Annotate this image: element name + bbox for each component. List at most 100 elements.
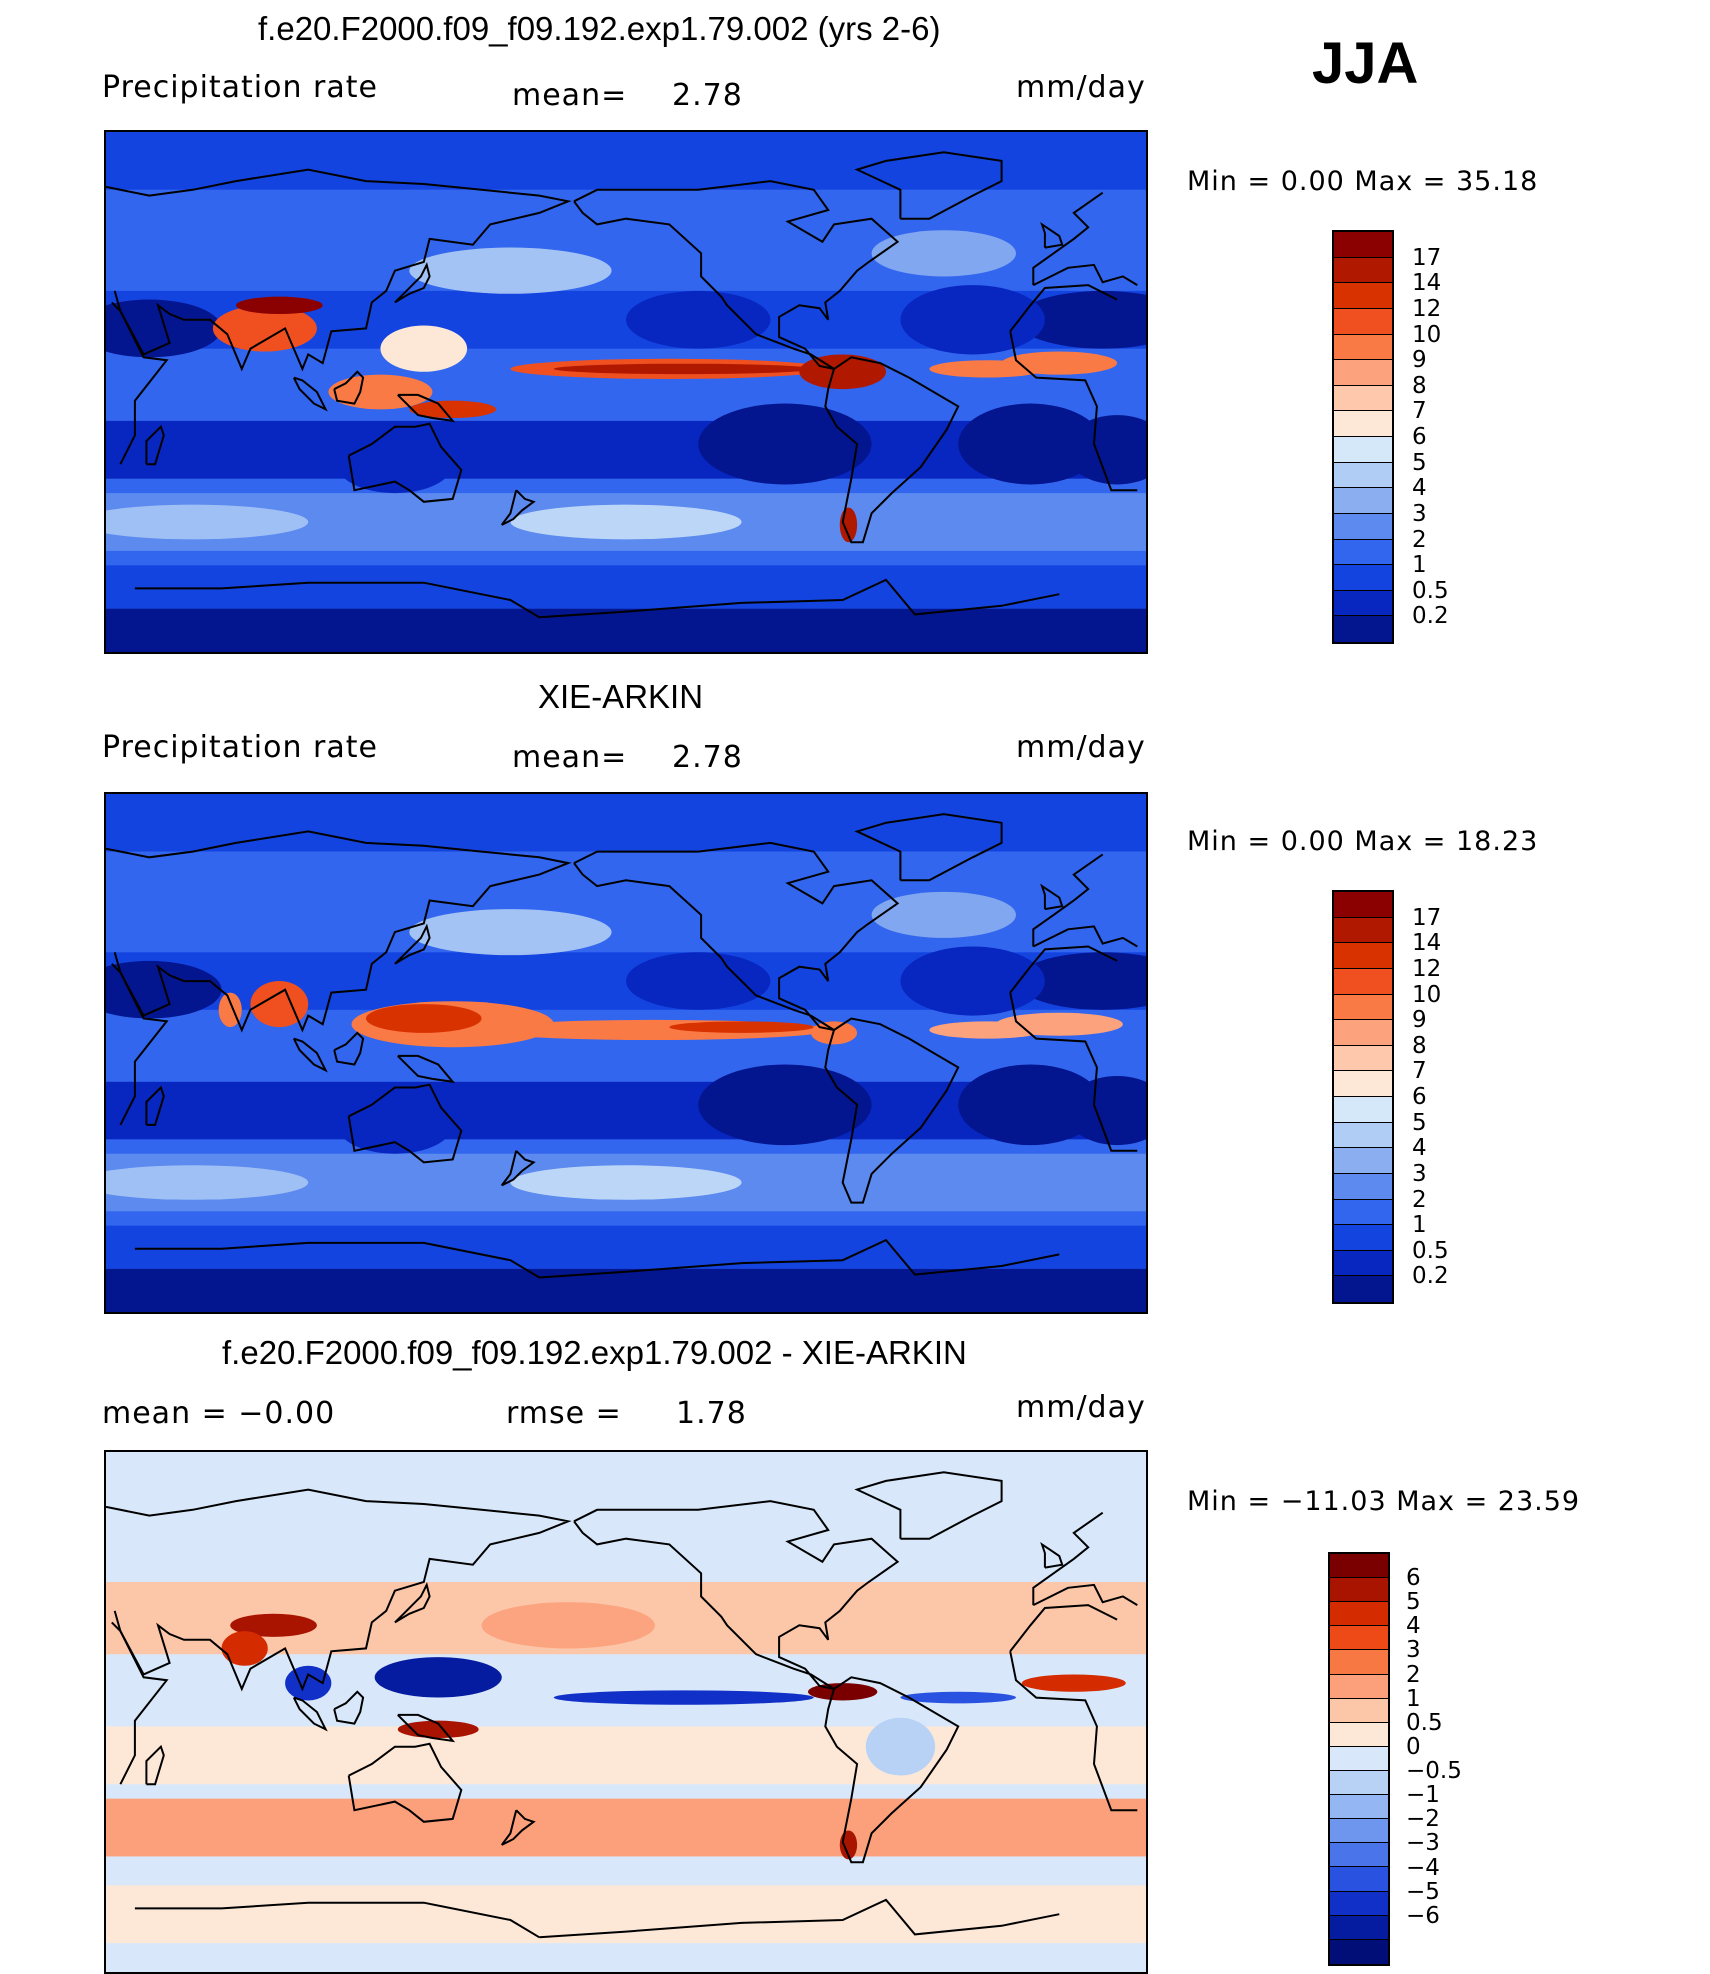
colorbar-tick-label: 0.2 — [1412, 603, 1449, 630]
sahara-dry — [1016, 290, 1146, 349]
coastline-north-america — [573, 1500, 900, 1690]
coastline-new-guinea — [397, 1054, 456, 1084]
philippine-sea-max — [366, 1004, 482, 1033]
colorbar-box — [1334, 917, 1392, 944]
australia-dry — [337, 435, 453, 494]
panel1-units-label: mm/day — [1016, 70, 1146, 105]
panel2-minmax: Min = 0.00 Max = 18.23 — [1187, 826, 1539, 857]
n-atlantic-dry — [900, 285, 1045, 355]
india-positive — [221, 1631, 268, 1666]
s-atlantic-dry — [958, 403, 1103, 485]
colorbar-tick-label: −6 — [1406, 1902, 1440, 1929]
colorbar-tick-label: −5 — [1406, 1878, 1440, 1905]
southern-ocean-band — [106, 565, 1146, 609]
panel1-map-canvas — [106, 132, 1146, 652]
colorbar-box — [1334, 1199, 1392, 1226]
bay-of-bengal-negative — [285, 1665, 332, 1701]
colorbar-box — [1334, 590, 1392, 617]
coastline-uk — [1040, 883, 1064, 911]
coastline-uk — [1040, 221, 1064, 249]
colorbar-box — [1330, 1867, 1388, 1892]
panel3-rmse-label: rmse = — [506, 1396, 622, 1431]
colorbar-tick-label: −4 — [1406, 1854, 1440, 1881]
panel2-map — [104, 792, 1148, 1314]
west-pacific-light — [380, 325, 468, 372]
s-africa-dry — [1065, 415, 1146, 485]
coastline-antarctica — [134, 578, 1060, 619]
coastline-europe-asia — [106, 1488, 1138, 1692]
s-atlantic-dry — [958, 1064, 1103, 1146]
s-indian-storm-track — [106, 504, 309, 540]
colorbar-box — [1334, 411, 1392, 437]
colorbar-tick-label: 4 — [1412, 475, 1427, 502]
colorbar-box — [1330, 1674, 1388, 1699]
colorbar-tick-label: 17 — [1412, 904, 1442, 931]
colorbar-tick-label: −2 — [1406, 1806, 1440, 1833]
colorbar-tick-label: −3 — [1406, 1830, 1440, 1857]
coastline-australia — [347, 1742, 463, 1823]
panel3-units-label: mm/day — [1016, 1390, 1146, 1425]
coastline-japan — [394, 262, 431, 304]
colorbar-box — [1330, 1746, 1388, 1771]
colorbar-box — [1334, 1045, 1392, 1072]
colorbar-box — [1334, 283, 1392, 309]
panel1-mean-value: 2.78 — [672, 78, 743, 113]
west-africa-monsoon — [1001, 351, 1118, 375]
panel3-mean-label: mean = −0.00 — [102, 1396, 336, 1431]
coastline-antarctica — [134, 1238, 1060, 1279]
colorbar-box — [1334, 1122, 1392, 1149]
ne-pacific-dry — [626, 290, 771, 349]
s-pacific-storm-track — [510, 504, 742, 540]
colorbar-box — [1334, 1020, 1392, 1046]
panel2-title: XIE-ARKIN — [538, 678, 704, 715]
colorbar-tick-label: 1 — [1412, 1212, 1427, 1239]
colorbar-box — [1334, 462, 1392, 489]
colorbar-box — [1334, 1148, 1392, 1174]
coastline-new-zealand — [500, 1150, 536, 1187]
colorbar-box — [1330, 1843, 1388, 1868]
panel2-map-canvas — [106, 794, 1146, 1312]
panel1-colorbar — [1332, 230, 1394, 644]
panel3-rmse-value: 1.78 — [676, 1396, 747, 1431]
coastline-new-guinea — [397, 393, 456, 423]
colorbar-tick-label: 6 — [1406, 1565, 1421, 1592]
australia-dry — [337, 1096, 453, 1154]
coastline-new-guinea — [397, 1713, 456, 1743]
s-indian-storm-track — [106, 1165, 309, 1200]
colorbar-tick-label: 5 — [1406, 1589, 1421, 1616]
colorbar-tick-label: 0.2 — [1412, 1263, 1449, 1290]
colorbar-tick-label: 8 — [1412, 1032, 1427, 1059]
colorbar-tick-label: 0 — [1406, 1733, 1421, 1760]
colorbar-tick-label: 3 — [1412, 500, 1427, 527]
colorbar-box — [1330, 1578, 1388, 1603]
panel2-units-label: mm/day — [1016, 730, 1146, 765]
coastline-borneo — [333, 1031, 365, 1066]
colorbar-box — [1330, 1891, 1388, 1916]
colorbar-tick-label: 10 — [1412, 981, 1442, 1008]
panel1-variable-label: Precipitation rate — [102, 70, 378, 105]
southern-ocean-band — [106, 1225, 1146, 1269]
colorbar-box — [1334, 360, 1392, 386]
n-atlantic-storm-track — [871, 891, 1016, 938]
n-pacific-storm-track — [409, 247, 612, 294]
coastline-new-zealand — [500, 489, 536, 526]
new-guinea-max — [409, 400, 496, 419]
colorbar-box — [1334, 437, 1392, 463]
coastline-europe-asia — [106, 830, 1138, 1033]
coastline-sumatra — [292, 1037, 328, 1073]
coastline-australia — [347, 422, 463, 503]
arctic-band — [106, 132, 1146, 190]
coastline-south-america — [824, 356, 960, 544]
coastline-south-america — [824, 1676, 960, 1864]
colorbar-box — [1330, 1770, 1388, 1796]
coastline-madagascar — [145, 424, 165, 466]
panel1-minmax: Min = 0.00 Max = 35.18 — [1187, 166, 1539, 197]
colorbar-tick-label: 14 — [1412, 270, 1442, 297]
colorbar-tick-label: 3 — [1406, 1637, 1421, 1664]
colorbar-tick-label: 10 — [1412, 321, 1442, 348]
panel2-colorbar — [1332, 890, 1394, 1304]
coastline-greenland — [854, 151, 1003, 220]
s-africa-dry — [1065, 1076, 1146, 1146]
coastline-greenland — [854, 1471, 1003, 1540]
ne-pacific-dry — [626, 952, 771, 1010]
